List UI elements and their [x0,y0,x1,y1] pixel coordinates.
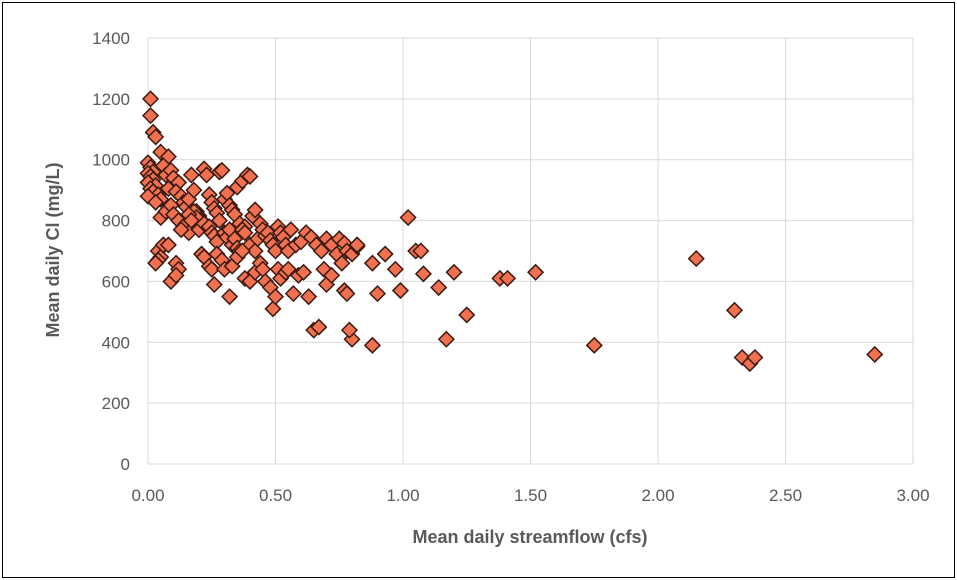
y-tick-label: 0 [121,455,130,474]
y-tick-label: 600 [102,272,130,291]
data-point [147,128,165,146]
data-point [233,242,251,260]
data-point [147,193,165,211]
data-point [391,281,410,300]
data-point [687,250,705,268]
data-point [348,236,366,254]
data-point [399,208,417,227]
data-point [294,263,313,281]
y-tick-label: 1200 [92,90,130,109]
x-tick-label: 0.00 [131,486,164,505]
data-point [221,288,239,306]
x-tick-label: 1.50 [514,486,547,505]
y-tick-labels: 0 200 400 600 800 1000 1200 1400 [92,29,130,474]
data-point [340,321,359,339]
data-point [182,166,200,184]
data-point [527,263,545,281]
data-point [412,242,430,260]
data-point [363,254,381,272]
data-point [203,260,221,278]
data-point [498,269,517,287]
data-point [205,275,223,294]
data-point [725,301,744,319]
data-point [167,266,185,284]
data-point [182,212,200,230]
data-point [333,254,351,272]
data-point [241,167,259,186]
x-tick-label: 0.50 [259,486,292,505]
data-point [264,300,282,318]
data-point [338,285,356,303]
data-point [376,245,394,263]
y-tick-label: 800 [102,212,130,231]
data-point [210,212,228,230]
data-point [266,288,285,306]
x-tick-label: 2.00 [641,486,674,505]
data-point [236,224,254,242]
x-tick-label: 1.00 [386,486,419,505]
data-point [437,330,455,348]
data-point [323,266,341,284]
data-point [445,263,463,281]
y-axis-title: Mean daily Cl (mg/L) [43,162,63,337]
data-point [866,345,884,364]
data-point [430,278,448,297]
x-tick-labels: 0.00 0.50 1.00 1.50 2.00 2.50 3.00 [131,486,929,505]
data-point [458,306,476,324]
data-point [185,181,203,199]
data-point [312,242,330,260]
data-point [159,236,177,254]
data-point [141,107,160,125]
data-point [310,318,328,336]
y-tick-label: 1400 [92,29,130,48]
data-point [246,242,264,260]
x-tick-label: 2.50 [769,486,802,505]
data-point [368,285,387,303]
data-point [284,285,302,303]
data-points [139,90,884,373]
y-tick-label: 200 [102,394,130,413]
data-point [266,242,285,260]
data-point [363,336,381,354]
data-point [585,336,603,354]
data-point [141,90,160,108]
data-point [282,221,300,239]
data-point [300,288,318,306]
data-point [746,348,764,367]
data-point [279,260,297,278]
data-point [414,265,432,283]
data-point [147,254,165,272]
x-axis-title: Mean daily streamflow (cfs) [412,527,647,547]
data-point [213,161,231,179]
y-tick-label: 1000 [92,151,130,170]
x-tick-label: 3.00 [896,486,929,505]
data-point [172,221,190,239]
y-tick-label: 400 [102,333,130,352]
data-point [246,201,264,219]
data-point [386,260,404,278]
